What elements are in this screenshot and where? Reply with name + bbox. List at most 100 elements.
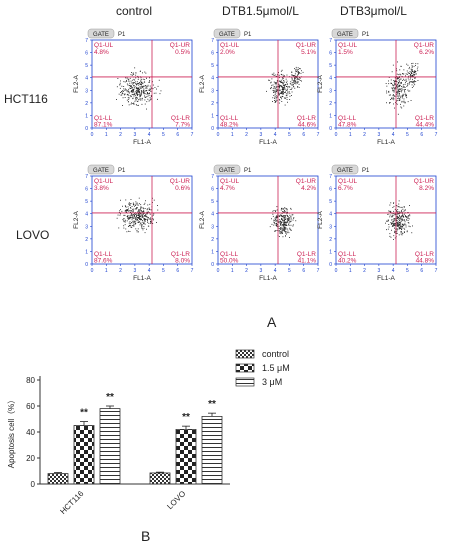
event-dot [385,222,386,224]
event-dot [140,222,141,224]
gate-tab [87,164,115,175]
event-dot [401,218,403,220]
event-dot [129,77,131,79]
event-dot [139,92,140,94]
event-dot [393,221,395,223]
event-dot [132,91,134,93]
event-dot [291,84,293,86]
event-dot [274,89,276,91]
event-dot [139,221,141,223]
dot-plot-panel: GATE P1Q1-UL1.5%Q1-UR6.2%Q1-LL47.8%Q1-LR4… [317,28,438,146]
event-dot [295,75,297,77]
event-dot [292,225,294,227]
event-dot [398,226,400,227]
y-tick-label: 2 [85,101,88,107]
event-dot [410,100,412,101]
event-dot [141,99,143,101]
event-dot [408,72,410,74]
event-dot [406,231,408,233]
event-dot [129,212,131,213]
event-dot [394,227,396,229]
event-dot [143,86,145,87]
event-dot [401,234,403,236]
event-dot [413,65,415,67]
event-dot [136,86,137,88]
event-dot [282,92,284,94]
event-dot [139,94,140,96]
event-dot [133,95,135,97]
event-dot [140,84,142,85]
event-dot [286,94,288,96]
event-dot [403,210,405,212]
event-dot [125,219,126,221]
event-dot [297,74,299,76]
event-dot [398,211,400,213]
event-dot [119,214,121,216]
event-dot [293,217,294,219]
event-dot [273,221,275,223]
event-dot [405,93,407,95]
event-dot [411,69,413,71]
y-tick-label: 5 [85,63,88,69]
y-tick-label: 2 [329,101,332,107]
event-dot [400,96,401,98]
event-dot [278,215,280,217]
gate-name: P1 [244,168,252,174]
event-dot [400,220,402,222]
event-dot [298,87,300,88]
event-dot [291,72,293,73]
event-dot [292,74,293,76]
event-dot [404,215,406,216]
event-dot [138,211,140,213]
event-dot [276,86,278,88]
event-dot [280,215,282,217]
event-dot [130,88,132,89]
event-dot [298,78,299,80]
event-dot [125,210,127,211]
event-dot [396,220,398,221]
quadrant-ur-name: Q1-UR [296,178,317,185]
event-dot [417,80,419,81]
event-dot [126,94,128,96]
event-dot [138,90,140,92]
event-dot [143,215,145,217]
event-dot [124,214,126,216]
event-dot [283,218,285,219]
quadrant-lr-name: Q1-LR [415,251,434,258]
event-dot [406,70,408,72]
event-dot [398,82,400,84]
event-dot [131,74,133,76]
event-dot [403,73,405,75]
y-tick-label: 5 [211,63,214,69]
event-dot [394,83,395,85]
event-dot [405,95,407,97]
event-dot [291,87,293,89]
event-dot [141,93,142,95]
event-dot [136,213,138,214]
event-dot [135,96,137,98]
event-dot [140,93,142,95]
event-dot [398,98,400,99]
event-dot [143,219,145,221]
event-dot [133,85,134,87]
event-dot [276,216,277,218]
event-dot [278,80,280,82]
y-tick-label: 6 [85,51,88,57]
event-dot [392,216,394,218]
event-dot [140,222,142,224]
x-tick-label: 1 [231,132,234,138]
event-dot [392,64,394,66]
event-dot [392,84,394,86]
event-dot [142,97,143,99]
event-dot [283,227,285,229]
event-dot [121,210,123,212]
y-tick-label: 60 [26,402,35,411]
event-dot [143,217,144,219]
event-dot [273,220,275,221]
y-tick-label: 5 [329,63,332,69]
event-dot [140,95,142,96]
quadrant-lr-name: Q1-LR [415,115,434,122]
event-dot [391,87,393,89]
event-dot [401,219,403,221]
